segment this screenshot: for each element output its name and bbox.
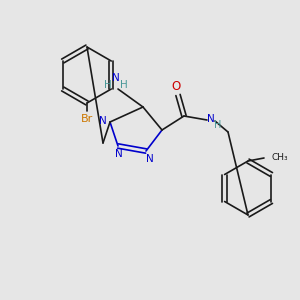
Text: N: N xyxy=(99,116,107,126)
Text: CH₃: CH₃ xyxy=(271,154,288,163)
Text: N: N xyxy=(112,73,120,83)
Text: O: O xyxy=(171,80,181,94)
Text: H: H xyxy=(104,80,112,90)
Text: N: N xyxy=(207,114,215,124)
Text: N: N xyxy=(146,154,154,164)
Text: H: H xyxy=(214,120,222,130)
Text: H: H xyxy=(120,80,128,90)
Text: N: N xyxy=(115,149,123,159)
Text: Br: Br xyxy=(81,114,93,124)
